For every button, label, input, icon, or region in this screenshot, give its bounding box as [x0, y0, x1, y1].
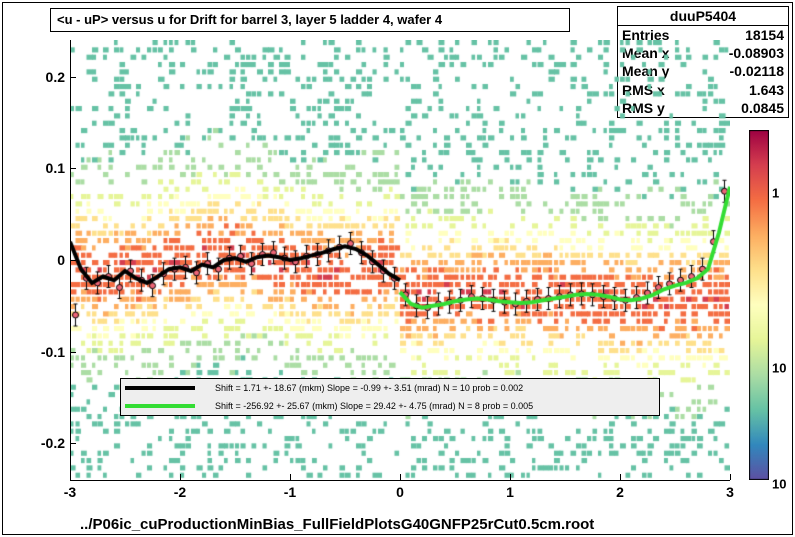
- x-tick-mark: [730, 474, 731, 480]
- stats-entries-value: 18154: [745, 26, 784, 44]
- x-tick-label: 2: [616, 484, 624, 500]
- x-tick-label: -3: [64, 484, 76, 500]
- x-tick-label: 1: [506, 484, 514, 500]
- stats-name: duuP5404: [618, 7, 788, 26]
- x-tick-mark: [180, 474, 181, 480]
- legend-text-1: Shift = -256.92 +- 25.67 (mkm) Slope = 2…: [215, 401, 533, 411]
- legend-swatch-green: [125, 404, 195, 408]
- x-tick-mark: [620, 474, 621, 480]
- legend-row-0: Shift = 1.71 +- 18.67 (mkm) Slope = -0.9…: [121, 379, 659, 397]
- x-tick-mark: [510, 474, 511, 480]
- y-tick-mark: [70, 77, 76, 78]
- colorbar: [749, 130, 769, 480]
- y-tick-label: -0.2: [41, 435, 65, 451]
- y-tick-label: -0.1: [41, 344, 65, 360]
- y-tick-mark: [70, 443, 76, 444]
- colorbar-tick: 1: [772, 186, 779, 201]
- x-tick-mark: [290, 474, 291, 480]
- chart-title-text: <u - uP> versus u for Drift for barrel 3…: [57, 12, 442, 27]
- colorbar-tick: 10: [772, 361, 786, 376]
- footer-path: ../P06ic_cuProductionMinBias_FullFieldPl…: [80, 516, 594, 533]
- stats-meanx-value: -0.08903: [729, 44, 784, 62]
- stats-rmsy-value: 0.0845: [741, 99, 784, 117]
- y-tick-label: 0.2: [46, 69, 65, 85]
- y-tick-mark: [70, 352, 76, 353]
- chart-title: <u - uP> versus u for Drift for barrel 3…: [50, 8, 570, 32]
- x-tick-label: -1: [284, 484, 296, 500]
- stats-meany-value: -0.02118: [730, 62, 785, 80]
- y-tick-label: 0.1: [46, 160, 65, 176]
- x-tick-mark: [70, 474, 71, 480]
- x-axis-line: [70, 480, 730, 481]
- legend-swatch-black: [125, 386, 195, 390]
- stats-rmsx-value: 1.643: [749, 81, 784, 99]
- x-tick-label: 0: [396, 484, 404, 500]
- legend-text-0: Shift = 1.71 +- 18.67 (mkm) Slope = -0.9…: [215, 383, 523, 393]
- x-tick-mark: [400, 474, 401, 480]
- y-tick-mark: [70, 260, 76, 261]
- legend-row-1: Shift = -256.92 +- 25.67 (mkm) Slope = 2…: [121, 397, 659, 415]
- colorbar-tick: 10: [772, 476, 786, 491]
- y-tick-label: 0: [57, 252, 65, 268]
- x-tick-label: -2: [174, 484, 186, 500]
- legend-box: Shift = 1.71 +- 18.67 (mkm) Slope = -0.9…: [120, 378, 660, 416]
- y-tick-mark: [70, 168, 76, 169]
- x-tick-label: 3: [726, 484, 734, 500]
